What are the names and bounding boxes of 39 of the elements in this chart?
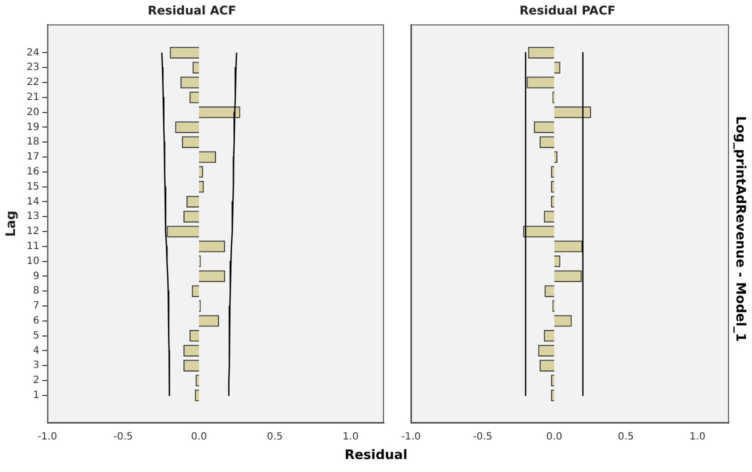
x-tick-label: 1.0 [342,432,359,443]
y-tick-label: 1 [32,390,40,402]
y-tick-label: 15 [26,181,40,192]
y-tick-label: 16 [26,166,40,178]
y-tick-label: 6 [32,316,40,327]
y-tick-label: 10 [26,256,40,267]
x-tick-label: 1.0 [690,432,706,443]
y-tick-label: 17 [26,152,40,163]
y-tick-label: 20 [26,106,40,118]
x-tick-label: -1.0 [401,432,421,443]
y-tick-label: 11 [26,241,40,252]
y-tick-label: 23 [26,62,40,74]
y-axis-title: Lag [4,210,20,237]
y2-axis-title: Log_printAdRevenue - Model_1 [732,116,748,342]
x-axis-title: Residual [344,448,408,463]
y-tick-label: 18 [26,136,40,148]
y-tick-label: 24 [26,47,40,58]
y-tick-label: 2 [32,375,40,386]
y-tick-label: 7 [32,300,40,312]
y-tick-label: 13 [26,211,40,222]
y-tick-label: 5 [32,330,40,342]
y-tick-label: 19 [26,122,40,133]
y-tick-label: 12 [26,226,40,238]
y-tick-label: 3 [32,360,40,372]
x-tick-label: -0.5 [472,432,492,443]
chart-title: Residual PACF [519,3,616,18]
chart-title: Residual ACF [148,3,236,18]
x-tick-label: -1.0 [38,432,58,443]
y-tick-label: 22 [26,77,40,88]
x-tick-label: 0.0 [546,432,562,443]
y-tick-label: 9 [32,270,40,282]
y-tick-label: 21 [26,92,40,104]
x-tick-label: 0.5 [618,432,634,443]
x-tick-label: 0.0 [191,432,207,443]
x-tick-label: 0.5 [266,432,283,443]
x-tick-label: -0.5 [113,432,133,443]
y-tick-label: 14 [26,196,40,208]
y-tick-label: 8 [32,286,40,297]
y-tick-label: 4 [32,345,40,356]
